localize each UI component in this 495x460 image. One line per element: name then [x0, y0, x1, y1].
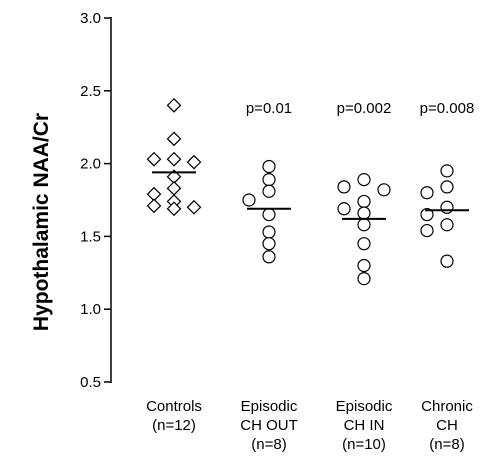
- category-label: CH: [436, 417, 458, 434]
- y-axis: 0.5 1.0 1.5 2.0 2.5 3.0: [80, 10, 112, 391]
- mean-lines: [152, 171, 469, 220]
- data-point-circle: [262, 225, 276, 239]
- data-point-circle: [440, 164, 454, 178]
- data-point-diamond: [166, 131, 182, 147]
- data-point-circle: [262, 184, 276, 198]
- data-point-circle: [420, 207, 434, 222]
- category-labels: Controls (n=12) Episodic CH OUT (n=8) Episodi…: [146, 398, 473, 453]
- y-tick-label: 2.5: [80, 83, 101, 100]
- data-point-circle: [337, 202, 351, 216]
- data-point-circle: [262, 173, 276, 187]
- y-tick-label: 2.0: [80, 156, 101, 173]
- category-label: (n=8): [251, 436, 286, 453]
- data-point-diamond: [146, 198, 162, 214]
- category-label: (n=8): [429, 436, 464, 453]
- p-value-label: p=0.002: [337, 100, 392, 117]
- data-point-circle: [357, 237, 371, 251]
- data-point-circle: [357, 218, 371, 232]
- category-label: Chronic: [421, 398, 473, 415]
- category-label: CH OUT: [240, 417, 298, 434]
- data-point-diamond: [166, 181, 182, 196]
- y-axis-label: Hypothalamic NAA/Cr: [30, 113, 53, 331]
- data-point-circle: [242, 193, 256, 207]
- category-label: Episodic: [241, 398, 298, 415]
- data-points: [146, 98, 454, 286]
- data-point-circle: [337, 180, 351, 194]
- data-point-diamond: [166, 98, 182, 113]
- data-point-circle: [377, 183, 391, 197]
- data-point-circle: [357, 194, 371, 209]
- y-tick-label: 1.0: [80, 301, 101, 318]
- data-point-circle: [440, 200, 454, 214]
- data-point-circle: [420, 223, 434, 238]
- data-point-circle: [262, 207, 276, 222]
- p-value-label: p=0.01: [246, 100, 292, 117]
- data-point-diamond: [186, 199, 202, 215]
- data-point-circle: [440, 254, 454, 268]
- category-label: CH IN: [344, 417, 385, 434]
- data-point-circle: [357, 258, 371, 273]
- data-point-diamond: [166, 201, 182, 217]
- data-point-circle: [262, 237, 276, 251]
- p-value-labels: p=0.01 p=0.002 p=0.008: [246, 100, 474, 117]
- data-point-circle: [440, 180, 454, 194]
- data-point-circle: [420, 186, 434, 200]
- data-point-circle: [262, 250, 276, 264]
- category-label: (n=12): [152, 417, 196, 434]
- data-point-circle: [262, 159, 276, 174]
- y-tick-label: 1.5: [80, 228, 101, 245]
- data-point-diamond: [146, 151, 162, 167]
- category-label: Controls: [146, 398, 202, 415]
- y-tick-label: 3.0: [80, 10, 101, 27]
- y-tick-label: 0.5: [80, 374, 101, 391]
- data-point-diamond: [166, 151, 182, 167]
- data-point-diamond: [186, 154, 202, 170]
- data-point-circle: [357, 272, 371, 286]
- data-point-circle: [357, 206, 371, 220]
- category-label: (n=10): [342, 436, 386, 453]
- data-point-circle: [440, 218, 454, 232]
- data-point-circle: [357, 173, 371, 187]
- p-value-label: p=0.008: [420, 100, 475, 117]
- category-label: Episodic: [336, 398, 393, 415]
